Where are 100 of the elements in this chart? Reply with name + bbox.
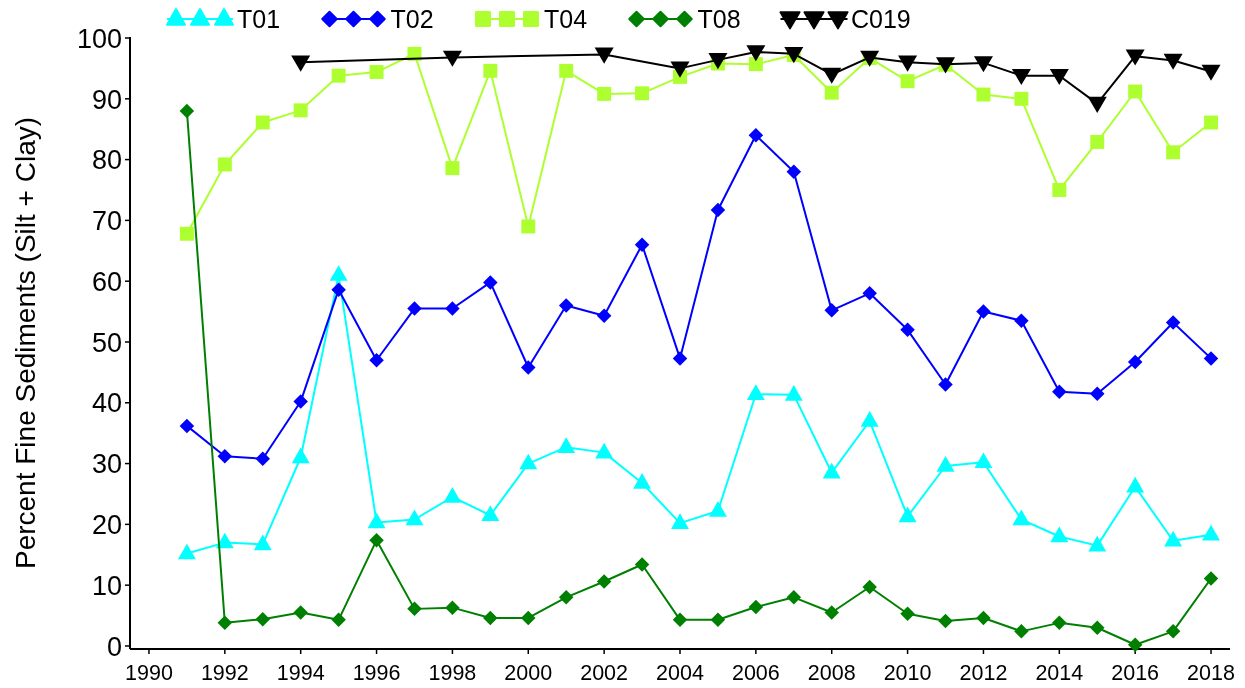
point bbox=[1088, 535, 1107, 552]
x-tick-label: 1990 bbox=[125, 661, 173, 685]
point bbox=[1087, 96, 1107, 114]
point bbox=[1052, 615, 1067, 631]
point bbox=[442, 50, 462, 67]
point bbox=[293, 394, 308, 409]
point bbox=[1203, 571, 1219, 586]
point bbox=[596, 574, 612, 589]
point bbox=[670, 61, 690, 78]
point bbox=[938, 613, 953, 629]
point bbox=[748, 57, 763, 72]
point bbox=[824, 85, 839, 100]
point bbox=[293, 103, 308, 118]
point bbox=[635, 86, 650, 101]
point bbox=[936, 456, 955, 472]
x-tick-label: 1998 bbox=[428, 661, 477, 685]
y-tick-label: 10 bbox=[91, 570, 122, 601]
point bbox=[1052, 183, 1067, 197]
point bbox=[824, 605, 839, 620]
legend-label: T08 bbox=[697, 5, 741, 33]
point bbox=[291, 447, 310, 464]
point bbox=[1126, 476, 1145, 493]
x-tick-label: 2002 bbox=[580, 661, 629, 685]
point bbox=[746, 45, 766, 62]
point bbox=[369, 352, 384, 368]
point bbox=[407, 601, 422, 617]
point bbox=[1014, 624, 1029, 639]
point bbox=[786, 590, 802, 605]
point bbox=[1203, 351, 1219, 366]
point bbox=[1165, 315, 1181, 330]
point bbox=[519, 453, 538, 470]
point bbox=[1165, 624, 1181, 639]
legend-label: C019 bbox=[851, 5, 911, 33]
point bbox=[179, 226, 194, 241]
point bbox=[862, 286, 877, 301]
x-tick-label: 2016 bbox=[1111, 661, 1160, 685]
point bbox=[597, 86, 612, 101]
point bbox=[369, 65, 384, 80]
point bbox=[1011, 68, 1031, 86]
y-tick-label: 30 bbox=[91, 449, 122, 480]
point bbox=[634, 557, 650, 572]
point bbox=[445, 600, 460, 615]
point bbox=[976, 304, 991, 319]
point bbox=[634, 237, 650, 252]
x-tick-label: 1996 bbox=[352, 661, 401, 685]
point bbox=[822, 67, 842, 84]
point bbox=[671, 513, 689, 529]
point bbox=[1127, 637, 1143, 652]
point bbox=[559, 63, 574, 78]
y-tick-label: 100 bbox=[76, 23, 122, 54]
point bbox=[1014, 91, 1029, 106]
x-tick-label: 2006 bbox=[731, 661, 780, 685]
y-tick-label: 20 bbox=[91, 510, 122, 541]
x-tick-label: 2000 bbox=[504, 661, 553, 685]
x-tick-label: 1992 bbox=[200, 661, 249, 685]
x-tick-label: 2010 bbox=[883, 661, 932, 685]
point bbox=[786, 164, 802, 179]
point bbox=[938, 377, 953, 392]
point bbox=[443, 487, 462, 503]
point bbox=[293, 605, 308, 620]
point bbox=[898, 55, 918, 72]
point bbox=[1201, 64, 1221, 81]
point bbox=[708, 501, 727, 517]
y-axis-title: Percent Fine Sediments (Silt + Clay) bbox=[10, 116, 41, 570]
point bbox=[1204, 115, 1219, 130]
point bbox=[710, 612, 726, 628]
point bbox=[367, 512, 386, 529]
point bbox=[746, 384, 765, 401]
point bbox=[784, 384, 803, 401]
point bbox=[445, 161, 460, 176]
point bbox=[1089, 386, 1105, 401]
point bbox=[369, 532, 384, 548]
point bbox=[255, 611, 271, 627]
point bbox=[1049, 68, 1069, 86]
legend-label: T04 bbox=[544, 5, 588, 33]
point bbox=[217, 157, 232, 172]
point bbox=[255, 451, 271, 466]
point bbox=[1166, 145, 1181, 160]
point bbox=[1052, 384, 1067, 400]
point bbox=[481, 505, 500, 522]
point bbox=[483, 63, 498, 78]
legend-label: T02 bbox=[390, 5, 434, 33]
point bbox=[900, 606, 915, 621]
point bbox=[898, 506, 917, 523]
point bbox=[558, 590, 574, 605]
y-tick-label: 80 bbox=[91, 145, 122, 176]
point bbox=[1128, 84, 1143, 99]
x-tick-label: 2008 bbox=[807, 661, 856, 685]
point bbox=[331, 282, 346, 297]
x-tick-label: 1994 bbox=[276, 661, 325, 685]
point bbox=[672, 612, 688, 628]
point bbox=[862, 579, 877, 595]
point bbox=[179, 418, 195, 434]
point bbox=[521, 219, 536, 234]
point bbox=[824, 303, 839, 318]
point bbox=[1012, 509, 1031, 526]
y-tick-label: 60 bbox=[91, 266, 122, 297]
point bbox=[557, 437, 576, 453]
x-tick-label: 2012 bbox=[959, 661, 1008, 685]
point bbox=[974, 452, 993, 469]
